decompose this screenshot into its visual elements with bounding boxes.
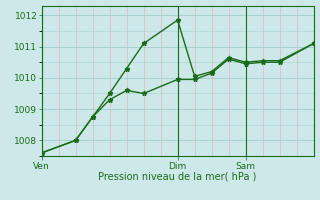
- X-axis label: Pression niveau de la mer( hPa ): Pression niveau de la mer( hPa ): [99, 172, 257, 182]
